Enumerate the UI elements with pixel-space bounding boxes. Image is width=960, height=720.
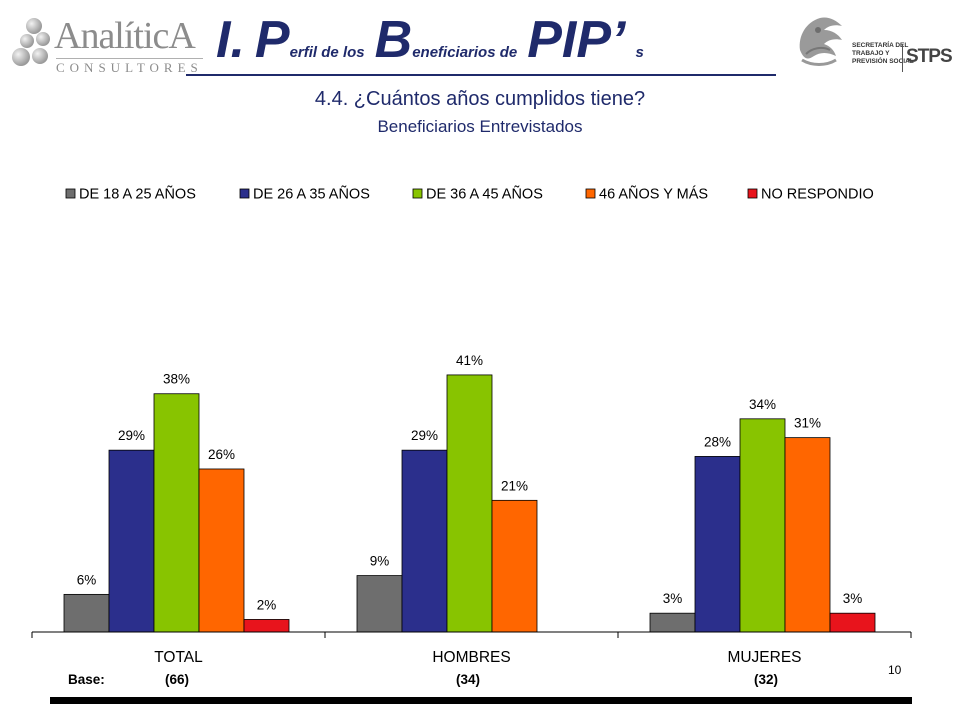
bar [153,393,200,633]
question-subtitle: Beneficiarios Entrevistados [377,117,583,136]
data-label: 28% [704,434,731,449]
data-label: 38% [163,372,190,387]
data-label: 21% [501,478,528,493]
data-label: 9% [370,554,390,569]
data-label: 31% [794,416,821,431]
legend-swatch [239,188,250,199]
stps-logo: SECRETARÍA DEL TRABAJO Y PREVISIÓN SOCIA… [792,10,953,80]
footer-rule [50,697,912,704]
bar [356,575,403,633]
bar [829,612,876,633]
data-label: 34% [749,397,776,412]
title-part: B [374,11,413,69]
question-title: 4.4. ¿Cuántos años cumplidos tiene? [314,88,646,110]
bar [108,449,155,633]
stps-divider [902,44,903,72]
x-tick-label: HOMBRES [432,649,510,666]
legend-label: NO RESPONDIO [761,187,874,203]
stps-name: SECRETARÍA DEL TRABAJO Y PREVISIÓN SOCIA… [852,42,914,66]
bar [739,418,786,633]
legend-label: DE 36 A 45 AÑOS [426,186,543,203]
page-number: 10 [888,663,902,677]
title-part: PIP’ [527,11,626,69]
bar [63,593,110,633]
base-value: (66) [165,672,189,687]
bar [198,468,245,633]
stps-letters: STPS [906,46,953,67]
legend-label: 46 AÑOS Y MÁS [599,186,708,203]
analitica-logo: AnalíticA CONSULTORES [10,14,203,80]
x-tick-label: TOTAL [154,649,203,666]
legend-swatch [585,188,596,199]
title-underline [186,74,776,76]
stps-line: SECRETARÍA DEL [852,42,909,49]
stps-line: PREVISIÓN SOCIAL [852,58,914,65]
title-part: s [635,44,644,61]
data-label: 29% [411,428,438,443]
bar [694,456,741,633]
legend-swatch [747,188,758,199]
bar [446,374,493,633]
legend-swatch [412,188,423,199]
title-part: erfil de los [289,44,365,61]
legend-label: DE 26 A 35 AÑOS [253,186,370,203]
bar [784,437,831,633]
base-value: (34) [456,672,480,687]
legend-swatch [65,188,76,199]
stps-line: TRABAJO Y [852,50,890,57]
base-label: Base: [68,672,105,687]
data-label: 26% [208,447,235,462]
title-part: eneficiarios de [412,44,518,61]
data-label: 29% [118,428,145,443]
title-part: I. [216,11,245,69]
data-label: 41% [456,353,483,368]
page-title: I. Perfil de los Beneficiarios de PIP’ s [180,6,780,76]
x-tick-label: MUJERES [727,649,801,666]
logo-dots-icon [10,18,52,66]
data-label: 3% [663,591,683,606]
bar [401,449,448,633]
legend-label: DE 18 A 25 AÑOS [79,186,196,203]
base-value: (32) [754,672,778,687]
eagle-emblem-icon [799,17,842,66]
data-label: 3% [843,591,863,606]
data-label: 6% [77,572,97,587]
data-label: 2% [257,597,277,612]
logo-sub-text: CONSULTORES [56,58,203,75]
bar [491,499,538,633]
bar [649,612,696,633]
title-part: P [254,11,290,69]
logo-brand-text: AnalíticA [54,15,196,57]
bar [243,619,290,633]
